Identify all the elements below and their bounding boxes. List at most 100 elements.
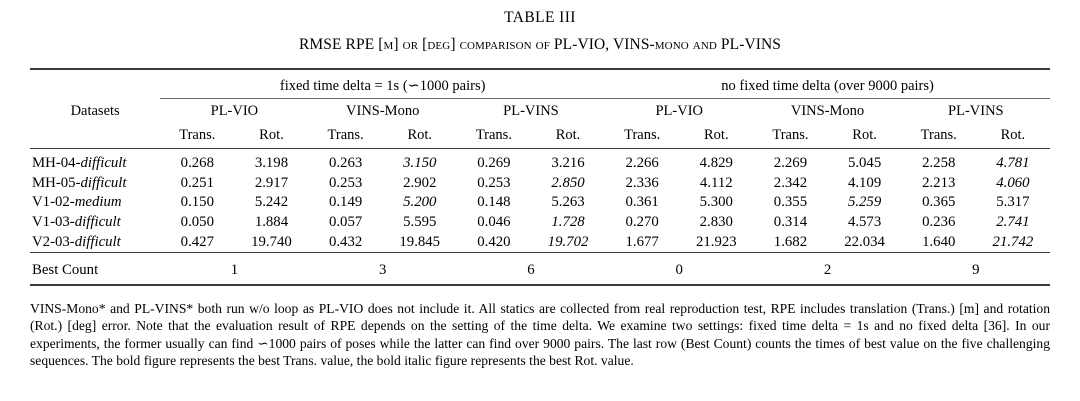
metric-header-0: Trans. (179, 127, 216, 143)
table-top-rule (30, 68, 1050, 75)
best-count-vinsmono-nofixed: 2 (823, 262, 832, 279)
dataset-name-suffix: difficult (80, 155, 127, 172)
metric-value-cell: 0.269 (477, 155, 511, 172)
metric-value-cell: 4.109 (847, 174, 882, 191)
metric-value-cell: 5.200 (403, 194, 437, 211)
metric-value-cell: 19.845 (399, 233, 441, 250)
metric-value-cell: 0.150 (180, 194, 214, 211)
method-header-row: PL-VIO VINS-Mono PL-VINS PL-VIO VINS-Mon… (30, 98, 1050, 123)
metric-value-cell: 0.365 (922, 194, 956, 211)
method-header-plvio-fixed: PL-VIO (160, 98, 309, 123)
metric-value-cell: 1.728 (551, 214, 585, 231)
metric-value-cell: 0.149 (328, 194, 363, 211)
metric-value-cell: 3.150 (403, 155, 437, 172)
dataset-name-suffix: difficult (74, 233, 121, 250)
metric-value-cell: 4.829 (699, 155, 733, 172)
best-count-plvins-fixed: 6 (527, 262, 535, 279)
best-count-row: Best Count 1 3 6 0 2 9 (30, 258, 1050, 285)
metric-value-cell: 4.781 (996, 155, 1030, 172)
method-header-plvio-nofixed: PL-VIO (605, 98, 754, 123)
header-bottom-rule (30, 148, 1050, 154)
metric-value-cell: 2.213 (922, 174, 956, 191)
best-count-vinsmono-fixed: 3 (378, 262, 387, 279)
metric-value-cell: 0.253 (477, 174, 511, 191)
metric-value-cell: 0.427 (180, 233, 214, 250)
metric-value-cell: 2.741 (996, 214, 1030, 231)
metric-value-cell: 0.268 (180, 155, 214, 172)
metric-value-cell: 2.917 (254, 174, 289, 191)
bestcount-top-rule (30, 252, 1050, 258)
method-header-vinsmono-nofixed: VINS-Mono (753, 98, 902, 123)
metric-value-cell: 0.314 (773, 214, 808, 231)
dataset-name-cell: V1-02-medium (30, 193, 160, 213)
metric-value-cell: 0.251 (180, 174, 214, 191)
metric-value-cell: 0.148 (477, 194, 511, 211)
best-count-plvins-nofixed: 9 (972, 262, 980, 279)
metric-value-cell: 2.258 (922, 155, 956, 172)
dataset-name-prefix: V1-03- (32, 214, 75, 231)
metric-value-cell: 22.034 (844, 233, 885, 250)
dataset-name-cell: MH-05-difficult (30, 174, 160, 194)
metric-header-4: Trans. (475, 127, 512, 143)
metric-value-cell: 2.266 (625, 155, 659, 172)
dataset-name-cell: V2-03-difficult (30, 232, 160, 252)
table-footnote-text: VINS-Mono* and PL-VINS* both run w/o loo… (30, 300, 1050, 369)
metric-value-cell: 19.702 (547, 233, 589, 250)
metric-value-cell: 0.263 (328, 155, 363, 172)
metric-value-cell: 0.432 (328, 233, 363, 250)
dataset-name-prefix: V2-03- (32, 233, 75, 250)
metric-header-7: Rot. (704, 127, 729, 143)
metric-value-cell: 1.677 (625, 233, 659, 250)
group-header-fixed-delta: fixed time delta = 1s (∽1000 pairs) (279, 78, 486, 94)
method-header-vinsmono-fixed: VINS-Mono (308, 98, 457, 123)
dataset-name-prefix: V1-02- (32, 194, 75, 211)
caption-block: TABLE III RMSE RPE [M] OR [DEG] COMPARIS… (0, 0, 1080, 56)
metric-header-9: Rot. (852, 127, 877, 143)
metric-value-cell: 0.253 (328, 174, 363, 191)
table-row: MH-04-difficult 0.268 3.198 0.263 3.150 0.269… (30, 154, 1050, 174)
metric-value-cell: 21.923 (695, 233, 737, 250)
dataset-name-suffix: difficult (80, 174, 127, 191)
metric-value-cell: 5.595 (403, 214, 437, 231)
metric-value-cell: 2.336 (625, 174, 659, 191)
table-row: V1-02-medium 0.150 5.242 0.149 5.200 0.148 5.2… (30, 193, 1050, 213)
metric-value-cell: 5.317 (996, 194, 1030, 211)
method-header-plvins-nofixed: PL-VINS (901, 98, 1050, 123)
best-count-plvio-nofixed: 0 (675, 262, 683, 279)
metric-value-cell: 4.573 (847, 214, 882, 231)
metric-value-cell: 5.242 (254, 194, 289, 211)
best-count-plvio-fixed: 1 (230, 262, 239, 279)
metric-value-cell: 4.112 (699, 174, 733, 191)
results-table: Datasets fixed time delta = 1s (∽1000 pa… (30, 68, 1050, 291)
method-header-plvins-fixed: PL-VINS (456, 98, 606, 123)
metric-header-8: Trans. (772, 127, 809, 143)
row-header-label: Datasets (70, 103, 120, 119)
metric-value-cell: 0.236 (922, 214, 956, 231)
metric-header-10: Trans. (920, 127, 957, 143)
metric-value-cell: 21.742 (992, 233, 1034, 250)
dataset-name-prefix: MH-05- (32, 174, 81, 191)
group-header-no-fixed-delta: no fixed time delta (over 9000 pairs) (721, 78, 934, 94)
metric-header-5: Rot. (555, 127, 581, 143)
metric-value-cell: 5.263 (551, 194, 585, 211)
metric-value-cell: 1.884 (254, 214, 289, 231)
metric-value-cell: 5.045 (847, 155, 882, 172)
metric-value-cell: 5.300 (699, 194, 733, 211)
dataset-name-prefix: MH-04- (32, 155, 81, 172)
table-caption: RMSE RPE [M] OR [DEG] COMPARISON OF PL-V… (0, 34, 1080, 56)
results-table-wrapper: Datasets fixed time delta = 1s (∽1000 pa… (30, 68, 1050, 291)
metric-header-11: Rot. (1000, 127, 1026, 143)
metric-header-3: Rot. (407, 127, 433, 143)
metric-value-cell: 0.361 (625, 194, 659, 211)
table-footnote: VINS-Mono* and PL-VINS* both run w/o loo… (30, 300, 1050, 370)
table-bottom-rule (30, 283, 1050, 291)
table-row: V1-03-difficult 0.050 1.884 0.057 5.595 0.046… (30, 213, 1050, 233)
metric-value-cell: 1.682 (773, 233, 808, 250)
dataset-name-cell: V1-03-difficult (30, 213, 160, 233)
metric-value-cell: 2.342 (773, 174, 808, 191)
metric-value-cell: 3.198 (254, 155, 289, 172)
group-header-row: Datasets fixed time delta = 1s (∽1000 pa… (30, 75, 1050, 119)
metric-value-cell: 0.355 (773, 194, 808, 211)
dataset-name-cell: MH-04-difficult (30, 154, 160, 174)
